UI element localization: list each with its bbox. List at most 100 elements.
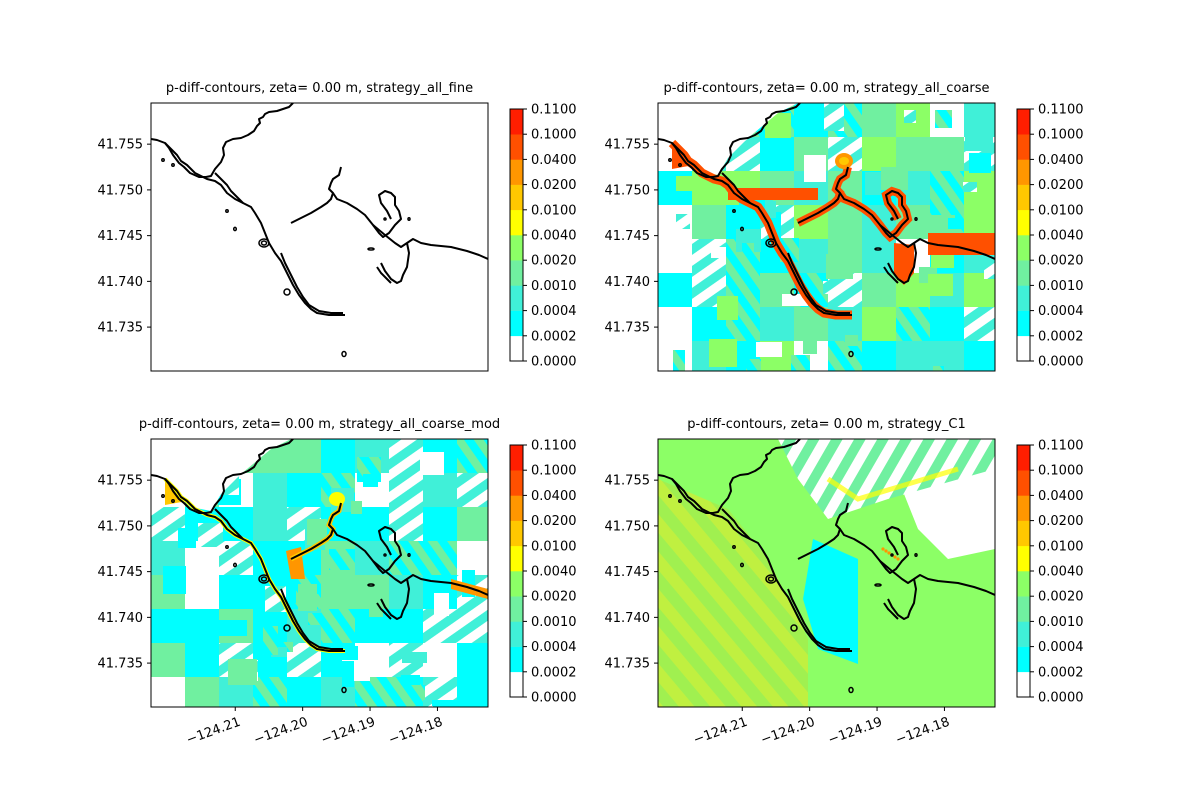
colorbar-segment [1017, 571, 1030, 597]
island-outline [914, 552, 918, 558]
colorbar-segment [1017, 470, 1030, 496]
contour-band [676, 214, 690, 229]
colorbar-segment [510, 235, 523, 261]
colorbar-tick-label: 0.0040 [1038, 565, 1084, 580]
contour-band [711, 247, 726, 258]
coastline [787, 588, 850, 650]
contour-band [389, 439, 423, 473]
colorbar-tick-label: 0.0400 [531, 153, 577, 168]
colorbar-tick-label: 0.0200 [531, 178, 577, 193]
colorbar-segment [510, 335, 523, 362]
contour-band [935, 110, 952, 128]
contour-band [321, 609, 355, 643]
island-outline [258, 238, 270, 248]
colorbar-segment [510, 545, 523, 572]
contour-band [355, 677, 389, 707]
contour-band [791, 355, 810, 371]
island-outline [383, 217, 387, 221]
colorbar-tick-label: 0.0020 [1038, 254, 1084, 269]
coastline [721, 172, 751, 204]
contour-band [151, 609, 185, 643]
y-tick-label: 41.735 [98, 657, 144, 672]
contour-band [756, 342, 782, 357]
colorbar-tick-label: 0.1000 [531, 464, 577, 479]
island-outline [678, 499, 682, 503]
contour-band [308, 613, 325, 625]
coastline [671, 142, 852, 316]
coastline [280, 588, 343, 650]
contour-band [151, 439, 291, 511]
colorbar-tick-label: 0.0040 [1038, 229, 1084, 244]
colorbar-tick-label: 0.1000 [1038, 128, 1084, 143]
colorbar-tick-label: 0.1000 [531, 128, 577, 143]
plot-area [151, 439, 488, 707]
colorbar-tick-label: 0.0010 [531, 615, 577, 630]
contour-band [828, 341, 862, 371]
colorbar-segment [510, 520, 523, 547]
contour-band [865, 172, 881, 195]
island-outline [232, 562, 238, 568]
colorbar-tick-label: 0.1000 [1038, 464, 1084, 479]
colorbar-segment [510, 310, 523, 337]
plot-background [151, 103, 488, 371]
coastline [380, 578, 410, 620]
y-tick-label: 41.745 [605, 229, 651, 244]
colorbar-tick-label: 0.0200 [1038, 514, 1084, 529]
colorbar-segment [1017, 310, 1030, 337]
contour-band [896, 557, 900, 561]
contour-band [321, 575, 355, 609]
contour-band [329, 492, 345, 506]
coastline [376, 266, 392, 284]
contour-band [717, 296, 738, 320]
colorbar: 0.0000 0.0002 0.0004 0.0010 0.0020 0.0040 0.01… [1016, 439, 1084, 706]
coastline [372, 224, 488, 260]
contour-band [457, 439, 488, 473]
colorbar-segment [510, 646, 523, 673]
subplot-4: p-diff-contours, zeta= 0.00 m, strategy_… [605, 417, 1084, 748]
colorbar-segment [510, 209, 523, 236]
subplot-1: p-diff-contours, zeta= 0.00 m, strategy_… [98, 81, 577, 372]
colorbar-tick-label: 0.0040 [531, 229, 577, 244]
colorbar-tick-label: 0.0200 [531, 514, 577, 529]
contour-band [658, 239, 692, 273]
contour-band [894, 243, 914, 285]
contour-band [307, 519, 327, 545]
colorbar-tick-label: 0.0020 [531, 590, 577, 605]
subplot-title: p-diff-contours, zeta= 0.00 m, strategy_… [664, 81, 990, 96]
coastline [380, 242, 410, 284]
contour-band [862, 103, 896, 137]
contour-band [457, 473, 488, 507]
plot-frame [657, 438, 996, 708]
contour-band [423, 541, 457, 575]
contour-band [342, 661, 354, 687]
island-outline [171, 499, 175, 503]
y-tick-label: 41.750 [98, 519, 144, 534]
colorbar-tick-label: 0.0010 [1038, 615, 1084, 630]
island-outline [765, 574, 777, 584]
colorbar-tick-label: 0.1100 [1038, 439, 1084, 454]
colorbar-segment [1017, 209, 1030, 236]
colorbar-tick-label: 0.0100 [1038, 203, 1084, 218]
coastline [164, 478, 345, 652]
coastline [372, 560, 488, 596]
subplot-2: p-diff-contours, zeta= 0.00 m, strategy_… [605, 81, 1084, 372]
island-outline [739, 562, 745, 568]
island-outline [790, 624, 798, 632]
contour-band [824, 103, 844, 131]
contour-band [363, 474, 378, 487]
contour-band [228, 659, 257, 685]
colorbar-segment [1017, 520, 1030, 547]
colorbar-tick-label: 0.0400 [1038, 489, 1084, 504]
contour-band [218, 620, 247, 636]
colorbar-tick-label: 0.0000 [1038, 355, 1084, 370]
y-tick-label: 41.750 [98, 183, 144, 198]
island-outline [890, 217, 894, 221]
island-outline [890, 553, 894, 557]
coastline [887, 242, 917, 284]
subplots-grid: p-diff-contours, zeta= 0.00 m, strategy_… [98, 81, 1084, 748]
contour-band [794, 239, 828, 273]
colorbar-segment [1017, 260, 1030, 286]
subplot-3: p-diff-contours, zeta= 0.00 m, strategy_… [98, 417, 577, 748]
colorbar-segment [1017, 184, 1030, 211]
colorbar-segment [510, 571, 523, 597]
